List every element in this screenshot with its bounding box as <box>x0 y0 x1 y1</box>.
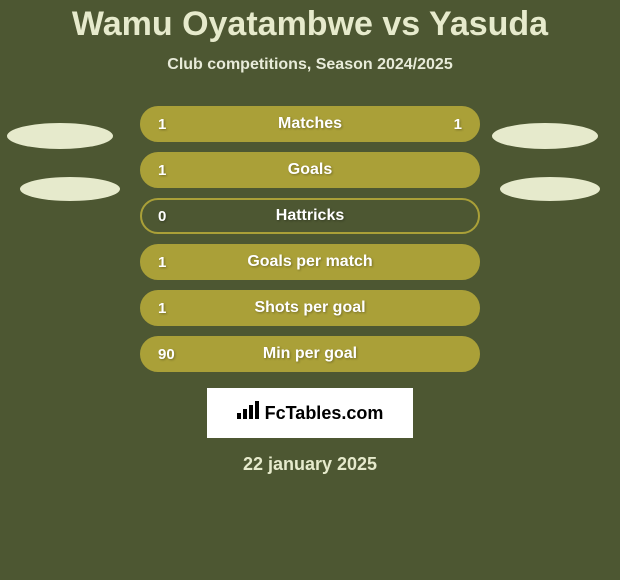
logo-text: FcTables.com <box>265 403 384 424</box>
stat-row-matches: 1 Matches 1 <box>140 106 480 142</box>
stat-label: Shots per goal <box>254 299 365 317</box>
stat-value-right: 1 <box>454 116 462 133</box>
stat-value-left: 1 <box>158 162 166 179</box>
stat-label: Goals per match <box>247 253 372 271</box>
stat-row-goals: 1 Goals <box>140 152 480 188</box>
stat-label: Matches <box>278 115 342 133</box>
stats-area: 1 Matches 1 1 Goals 0 Hattricks 1 Goals … <box>0 106 620 372</box>
logo-box: FcTables.com <box>207 388 413 438</box>
stat-value-left: 0 <box>158 208 166 225</box>
stat-label: Min per goal <box>263 345 357 363</box>
date-text: 22 january 2025 <box>243 454 377 475</box>
stat-value-left: 1 <box>158 254 166 271</box>
stat-value-left: 1 <box>158 116 166 133</box>
stat-row-goals-per-match: 1 Goals per match <box>140 244 480 280</box>
stat-row-shots-per-goal: 1 Shots per goal <box>140 290 480 326</box>
stat-row-hattricks: 0 Hattricks <box>140 198 480 234</box>
page-title: Wamu Oyatambwe vs Yasuda <box>72 5 548 44</box>
stat-value-left: 90 <box>158 346 175 363</box>
page-subtitle: Club competitions, Season 2024/2025 <box>167 56 452 74</box>
main-container: Wamu Oyatambwe vs Yasuda Club competitio… <box>0 0 620 580</box>
stat-row-min-per-goal: 90 Min per goal <box>140 336 480 372</box>
stat-label: Goals <box>288 161 332 179</box>
stat-label: Hattricks <box>276 207 344 225</box>
chart-icon <box>237 401 259 425</box>
stat-value-left: 1 <box>158 300 166 317</box>
